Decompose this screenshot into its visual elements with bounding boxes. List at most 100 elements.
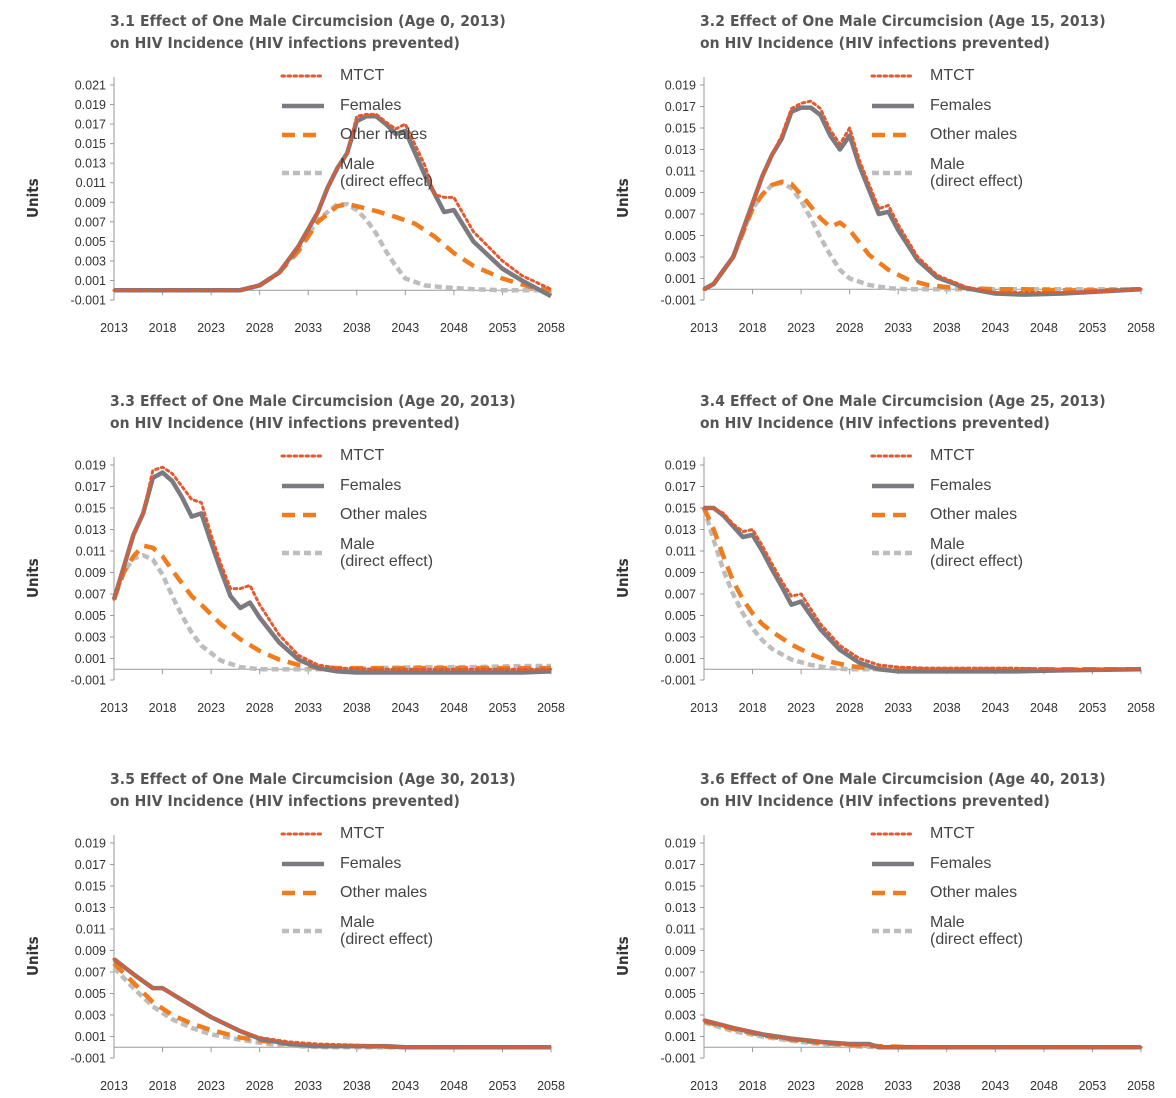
y-tick-label: -0.001 xyxy=(71,294,106,308)
y-tick-label: 0.007 xyxy=(75,215,106,229)
legend-item-females: Females xyxy=(278,478,488,498)
x-tick-label: 2028 xyxy=(246,321,274,335)
x-tick-label: 2043 xyxy=(981,701,1009,715)
x-tick-label: 2038 xyxy=(343,1079,371,1093)
x-tick-label: 2048 xyxy=(1030,1079,1058,1093)
legend-label: Male (direct effect) xyxy=(340,536,434,570)
chart-plot: 0.021 0.019 0.017 0.015 0.013 0.011 0.009 0.007… xyxy=(71,77,565,335)
y-tick-label: 0.005 xyxy=(75,235,106,249)
chart-subtitle: on HIV Incidence (HIV infections prevent… xyxy=(700,34,1051,52)
legend-swatch-females xyxy=(872,483,914,489)
legend-swatch-females xyxy=(282,103,324,109)
legend-label: Male (direct effect) xyxy=(340,156,434,190)
chart-title: 3.2 Effect of One Male Circumcision (Age… xyxy=(700,10,1150,54)
x-tick-label: 2058 xyxy=(1127,701,1155,715)
legend-item-male-direct: Male (direct effect) xyxy=(278,156,488,190)
chart-plot: 0.019 0.017 0.015 0.013 0.011 0.009 0.007 0.005… xyxy=(661,77,1155,335)
legend-label: Male (direct effect) xyxy=(930,156,1024,190)
legend-swatch-females xyxy=(872,861,914,867)
y-tick-label: 0.001 xyxy=(75,652,106,666)
legend-item-male-direct: Male (direct effect) xyxy=(868,536,1078,570)
chart-title-line1: 3.4 Effect of One Male Circumcision (Age… xyxy=(700,392,1106,410)
series-line-mtct xyxy=(112,465,553,671)
legend-swatch-mtct xyxy=(870,74,916,78)
legend-label: Other males xyxy=(340,506,428,523)
y-tick-label: 0.019 xyxy=(665,79,696,93)
y-tick-label: 0.019 xyxy=(75,98,106,112)
y-tick-label: 0.001 xyxy=(75,1030,106,1044)
chart-subtitle: on HIV Incidence (HIV infections prevent… xyxy=(110,792,461,810)
chart-title-line1: 3.6 Effect of One Male Circumcision (Age… xyxy=(700,770,1106,788)
x-tick-label: 2033 xyxy=(294,1079,322,1093)
legend-item-females: Females xyxy=(868,856,1078,876)
x-tick-label: 2038 xyxy=(933,701,961,715)
x-tick-label: 2058 xyxy=(537,321,565,335)
series-line-females xyxy=(112,957,551,1050)
x-tick-label: 2053 xyxy=(489,1079,517,1093)
y-tick-label: 0.019 xyxy=(75,459,106,473)
y-tick-label: 0.015 xyxy=(75,137,106,151)
legend-item-other-males: Other males xyxy=(278,127,488,147)
x-tick-label: 2028 xyxy=(836,701,864,715)
chart-title-line1: 3.3 Effect of One Male Circumcision (Age… xyxy=(110,392,516,410)
chart-subtitle: on HIV Incidence (HIV infections prevent… xyxy=(110,34,461,52)
chart-plot: 0.019 0.017 0.015 0.013 0.011 0.009 0.007 0.005… xyxy=(71,457,565,715)
legend-item-mtct: MTCT xyxy=(868,826,1078,846)
legend-swatch-other-males xyxy=(282,132,324,138)
y-tick-label: 0.017 xyxy=(75,480,106,494)
y-tick-label: 0.013 xyxy=(75,157,106,171)
y-tick-label: 0.005 xyxy=(75,987,106,1001)
series-line-mtct xyxy=(702,506,1143,671)
y-tick-label: 0.005 xyxy=(665,987,696,1001)
y-tick-label: 0.009 xyxy=(665,186,696,200)
y-tick-label: 0.001 xyxy=(75,274,106,288)
y-tick-label: 0.005 xyxy=(665,609,696,623)
chart-panel: 3.6 Effect of One Male Circumcision (Age… xyxy=(590,758,1155,1098)
y-tick-label: 0.001 xyxy=(665,1030,696,1044)
chart-panel: 3.1 Effect of One Male Circumcision (Age… xyxy=(0,0,565,340)
y-tick-label: 0.003 xyxy=(75,1009,106,1023)
y-tick-label: 0.011 xyxy=(76,545,106,559)
y-tick-label: 0.013 xyxy=(75,901,106,915)
y-tick-label: 0.021 xyxy=(75,79,106,93)
legend-swatch-male-direct xyxy=(872,550,914,556)
series-line-male-direct xyxy=(114,201,551,293)
x-tick-label: 2043 xyxy=(981,321,1009,335)
legend-item-other-males: Other males xyxy=(868,127,1078,147)
x-tick-label: 2028 xyxy=(836,1079,864,1093)
legend-swatch-mtct xyxy=(280,74,326,78)
x-tick-label: 2053 xyxy=(489,321,517,335)
x-tick-label: 2018 xyxy=(739,321,767,335)
legend-swatch-mtct xyxy=(280,454,326,458)
y-tick-label: 0.013 xyxy=(665,523,696,537)
x-tick-label: 2018 xyxy=(149,701,177,715)
x-tick-label: 2048 xyxy=(1030,701,1058,715)
legend-label: Females xyxy=(340,477,402,494)
y-tick-label: 0.007 xyxy=(665,208,696,222)
legend-swatch-females xyxy=(282,861,324,867)
y-tick-label: 0.003 xyxy=(75,254,106,268)
legend-swatch-other-males xyxy=(282,512,324,518)
y-tick-label: 0.009 xyxy=(665,566,696,580)
legend-swatch-other-males xyxy=(872,512,914,518)
x-tick-label: 2018 xyxy=(149,321,177,335)
legend-item-mtct: MTCT xyxy=(868,68,1078,88)
y-tick-label: 0.009 xyxy=(665,944,696,958)
chart-title: 3.4 Effect of One Male Circumcision (Age… xyxy=(700,390,1150,434)
series-line-other-males xyxy=(112,961,551,1050)
legend-swatch-females xyxy=(872,103,914,109)
x-tick-label: 2013 xyxy=(690,1079,718,1093)
x-tick-label: 2013 xyxy=(690,321,718,335)
y-tick-label: 0.003 xyxy=(665,251,696,265)
legend-label: MTCT xyxy=(930,447,975,464)
legend-item-other-males: Other males xyxy=(868,885,1078,905)
chart-panel: 3.5 Effect of One Male Circumcision (Age… xyxy=(0,758,565,1098)
legend-swatch-male-direct xyxy=(282,170,324,176)
legend-item-mtct: MTCT xyxy=(278,826,488,846)
x-tick-label: 2033 xyxy=(884,321,912,335)
x-tick-label: 2038 xyxy=(343,321,371,335)
x-tick-label: 2018 xyxy=(149,1079,177,1093)
legend-item-male-direct: Male (direct effect) xyxy=(278,536,488,570)
y-tick-label: 0.017 xyxy=(665,100,696,114)
series-line-mtct xyxy=(112,112,553,292)
